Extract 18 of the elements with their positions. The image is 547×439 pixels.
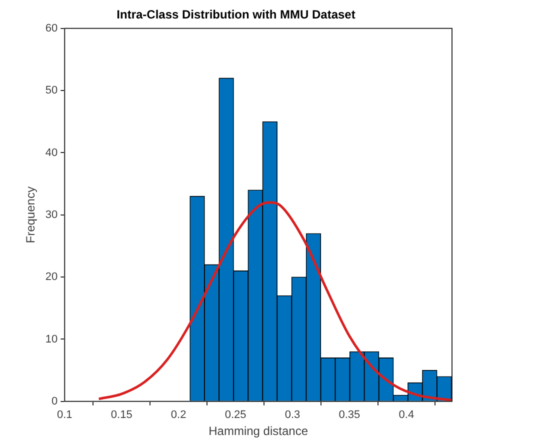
x-tick-label: 0.3 [284, 409, 300, 422]
y-tick-label: 20 [45, 271, 58, 284]
y-tick-label: 40 [45, 146, 58, 159]
x-tick-label: 0.4 [398, 409, 414, 422]
chart-title: Intra-Class Distribution with MMU Dataset [116, 8, 356, 22]
x-tick-label: 0.35 [338, 409, 360, 422]
y-tick-label: 50 [45, 84, 58, 97]
x-tick-label: 0.25 [224, 409, 246, 422]
x-tick-label: 0.15 [110, 409, 132, 422]
x-axis-title: Hamming distance [208, 424, 308, 438]
y-tick-label: 0 [52, 395, 58, 408]
y-tick-label: 60 [45, 22, 58, 34]
y-tick-label: 10 [45, 333, 58, 346]
x-tick-label: 0.1 [56, 409, 72, 422]
y-tick-label: 30 [45, 208, 58, 221]
line-series [98, 201, 452, 402]
x-tick-label: 0.2 [170, 409, 186, 422]
y-axis-title: Frequency [24, 186, 38, 244]
